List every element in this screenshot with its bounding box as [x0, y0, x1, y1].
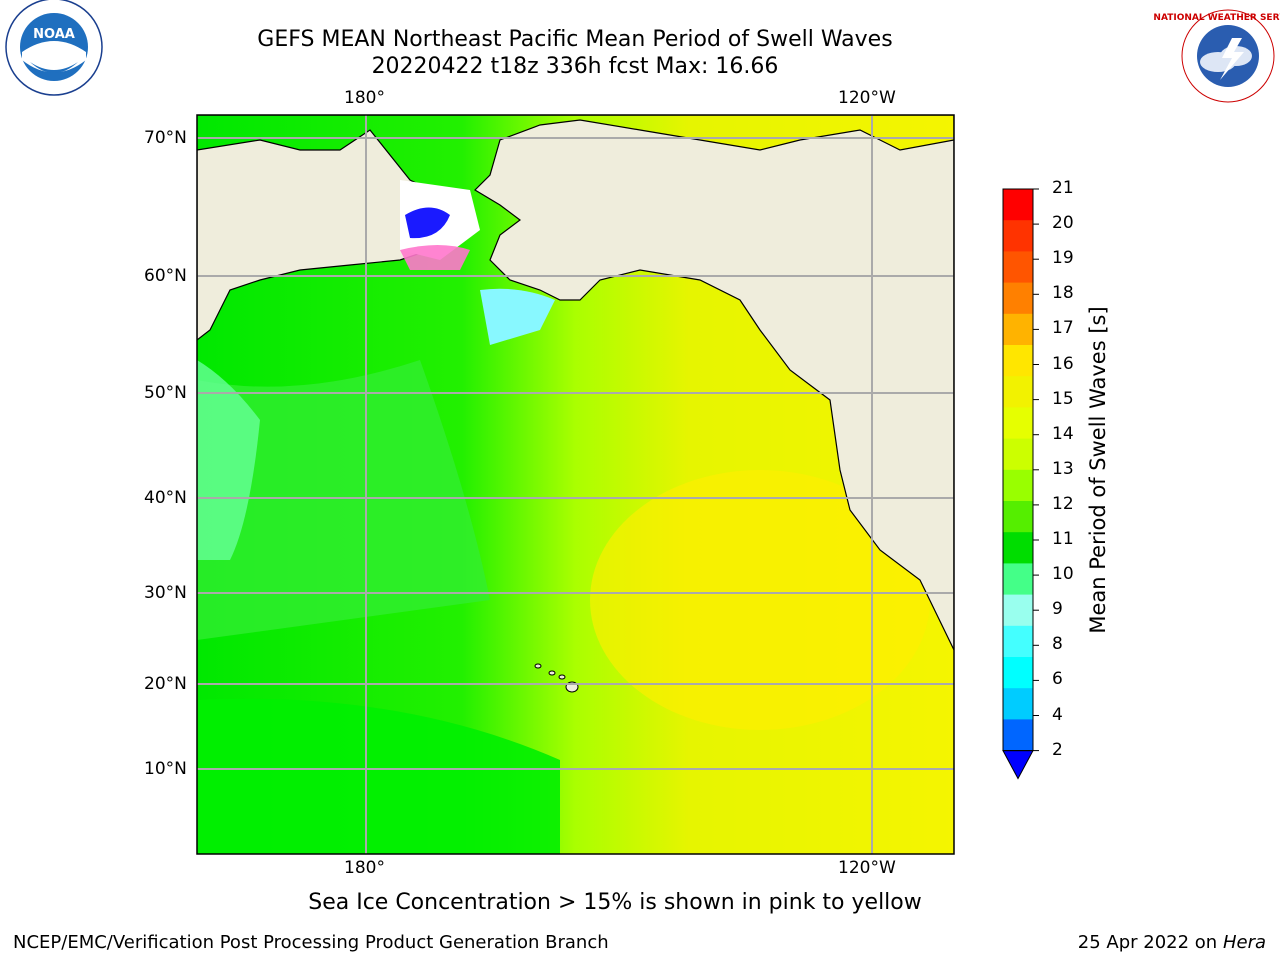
- lon-label-top-180: 180°: [344, 88, 385, 108]
- colorbar-segment: [1003, 625, 1033, 658]
- colorbar-segment: [1003, 532, 1033, 564]
- colorbar-frame: [1002, 188, 1034, 752]
- ice-deep-blue: [405, 207, 450, 239]
- lat-label-40n: 40°N: [144, 488, 187, 508]
- lon-label-bottom-180: 180°: [344, 858, 385, 878]
- colorbar-tick-label: 13: [1052, 458, 1074, 479]
- hawaii-islands: [534, 663, 579, 693]
- footer-credit: NCEP/EMC/Verification Post Processing Pr…: [13, 932, 609, 953]
- colorbar-segment: [1003, 376, 1033, 408]
- lon-label-bottom-120w: 120°W: [838, 858, 896, 878]
- graticule: [197, 115, 954, 854]
- lat-label-20n: 20°N: [144, 674, 187, 694]
- colorbar-tick-label: 6: [1052, 669, 1063, 690]
- ice-edge-pink: [400, 245, 470, 270]
- footer-date: 25 Apr 2022 on Hera: [1078, 932, 1266, 953]
- colorbar-segment: [1003, 688, 1033, 720]
- bering-sea-ice: [400, 180, 480, 260]
- colorbar-tick-label: 14: [1052, 423, 1074, 444]
- long-period-band: [197, 698, 560, 854]
- colorbar: [1002, 188, 1039, 780]
- colorbar-segment: [1003, 220, 1033, 252]
- lat-label-70n: 70°N: [144, 128, 187, 148]
- colorbar-tick-label: 18: [1052, 283, 1074, 304]
- lat-label-60n: 60°N: [144, 266, 187, 286]
- colorbar-title: Mean Period of Swell Waves [s]: [1086, 306, 1110, 634]
- colorbar-tick-label: 15: [1052, 388, 1074, 409]
- ocean-field: [197, 115, 954, 854]
- long-period-hotspot: [590, 470, 930, 730]
- colorbar-segment: [1003, 407, 1033, 440]
- colorbar-segment: [1003, 345, 1033, 377]
- colorbar-segment: [1003, 657, 1033, 689]
- lat-label-50n: 50°N: [144, 383, 187, 403]
- colorbar-tick-label: 19: [1052, 248, 1074, 269]
- colorbar-tick-label: 9: [1052, 599, 1063, 620]
- footer-host: Hera: [1222, 932, 1266, 953]
- colorbar-segment: [1003, 251, 1033, 284]
- lon-label-top-120w: 120°W: [838, 88, 896, 108]
- colorbar-segment: [1003, 313, 1033, 346]
- colorbar-segment: [1003, 719, 1033, 752]
- gulf-of-alaska-cyan: [480, 288, 555, 345]
- north-america-landmass: [197, 115, 954, 651]
- colorbar-tick-label: 16: [1052, 353, 1074, 374]
- colorbar-segment: [1003, 594, 1033, 627]
- chart-subtitle: 20220422 t18z 336h fcst Max: 16.66: [371, 54, 779, 79]
- colorbar-segment: [1003, 563, 1033, 596]
- colorbar-tick-label: 10: [1052, 564, 1074, 585]
- colorbar-segment: [1003, 189, 1033, 221]
- chart-title: GEFS MEAN Northeast Pacific Mean Period …: [257, 27, 893, 52]
- colorbar-tick-label: 17: [1052, 318, 1074, 339]
- short-period-region: [197, 360, 490, 640]
- colorbar-tick-label: 8: [1052, 634, 1063, 655]
- colorbar-tick-label: 20: [1052, 213, 1074, 234]
- lat-label-30n: 30°N: [144, 583, 187, 603]
- colorbar-segment: [1003, 438, 1033, 471]
- colorbar-extend-arrow: [1002, 750, 1034, 780]
- lat-label-10n: 10°N: [144, 759, 187, 779]
- footer-date-text: 25 Apr 2022 on: [1077, 932, 1223, 953]
- nws-logo: [1181, 9, 1275, 103]
- siberia-landmass: [197, 129, 441, 341]
- colorbar-segment: [1003, 469, 1033, 502]
- map-area: [197, 115, 954, 854]
- colorbar-tick-label: 11: [1052, 529, 1074, 549]
- colorbar-tick-label: 12: [1052, 493, 1074, 514]
- colorbar-segment: [1003, 501, 1033, 533]
- colorbar-tick-label: 2: [1052, 739, 1063, 760]
- colorbar-tick-label: 21: [1052, 178, 1074, 198]
- nws-logo-text: NATIONAL WEATHER SERVICE: [1153, 13, 1280, 23]
- map-frame: [196, 114, 955, 855]
- colorbar-tick-label: 4: [1052, 704, 1063, 725]
- colorbar-segment: [1003, 282, 1033, 315]
- sea-ice-note: Sea Ice Concentration > 15% is shown in …: [308, 890, 922, 915]
